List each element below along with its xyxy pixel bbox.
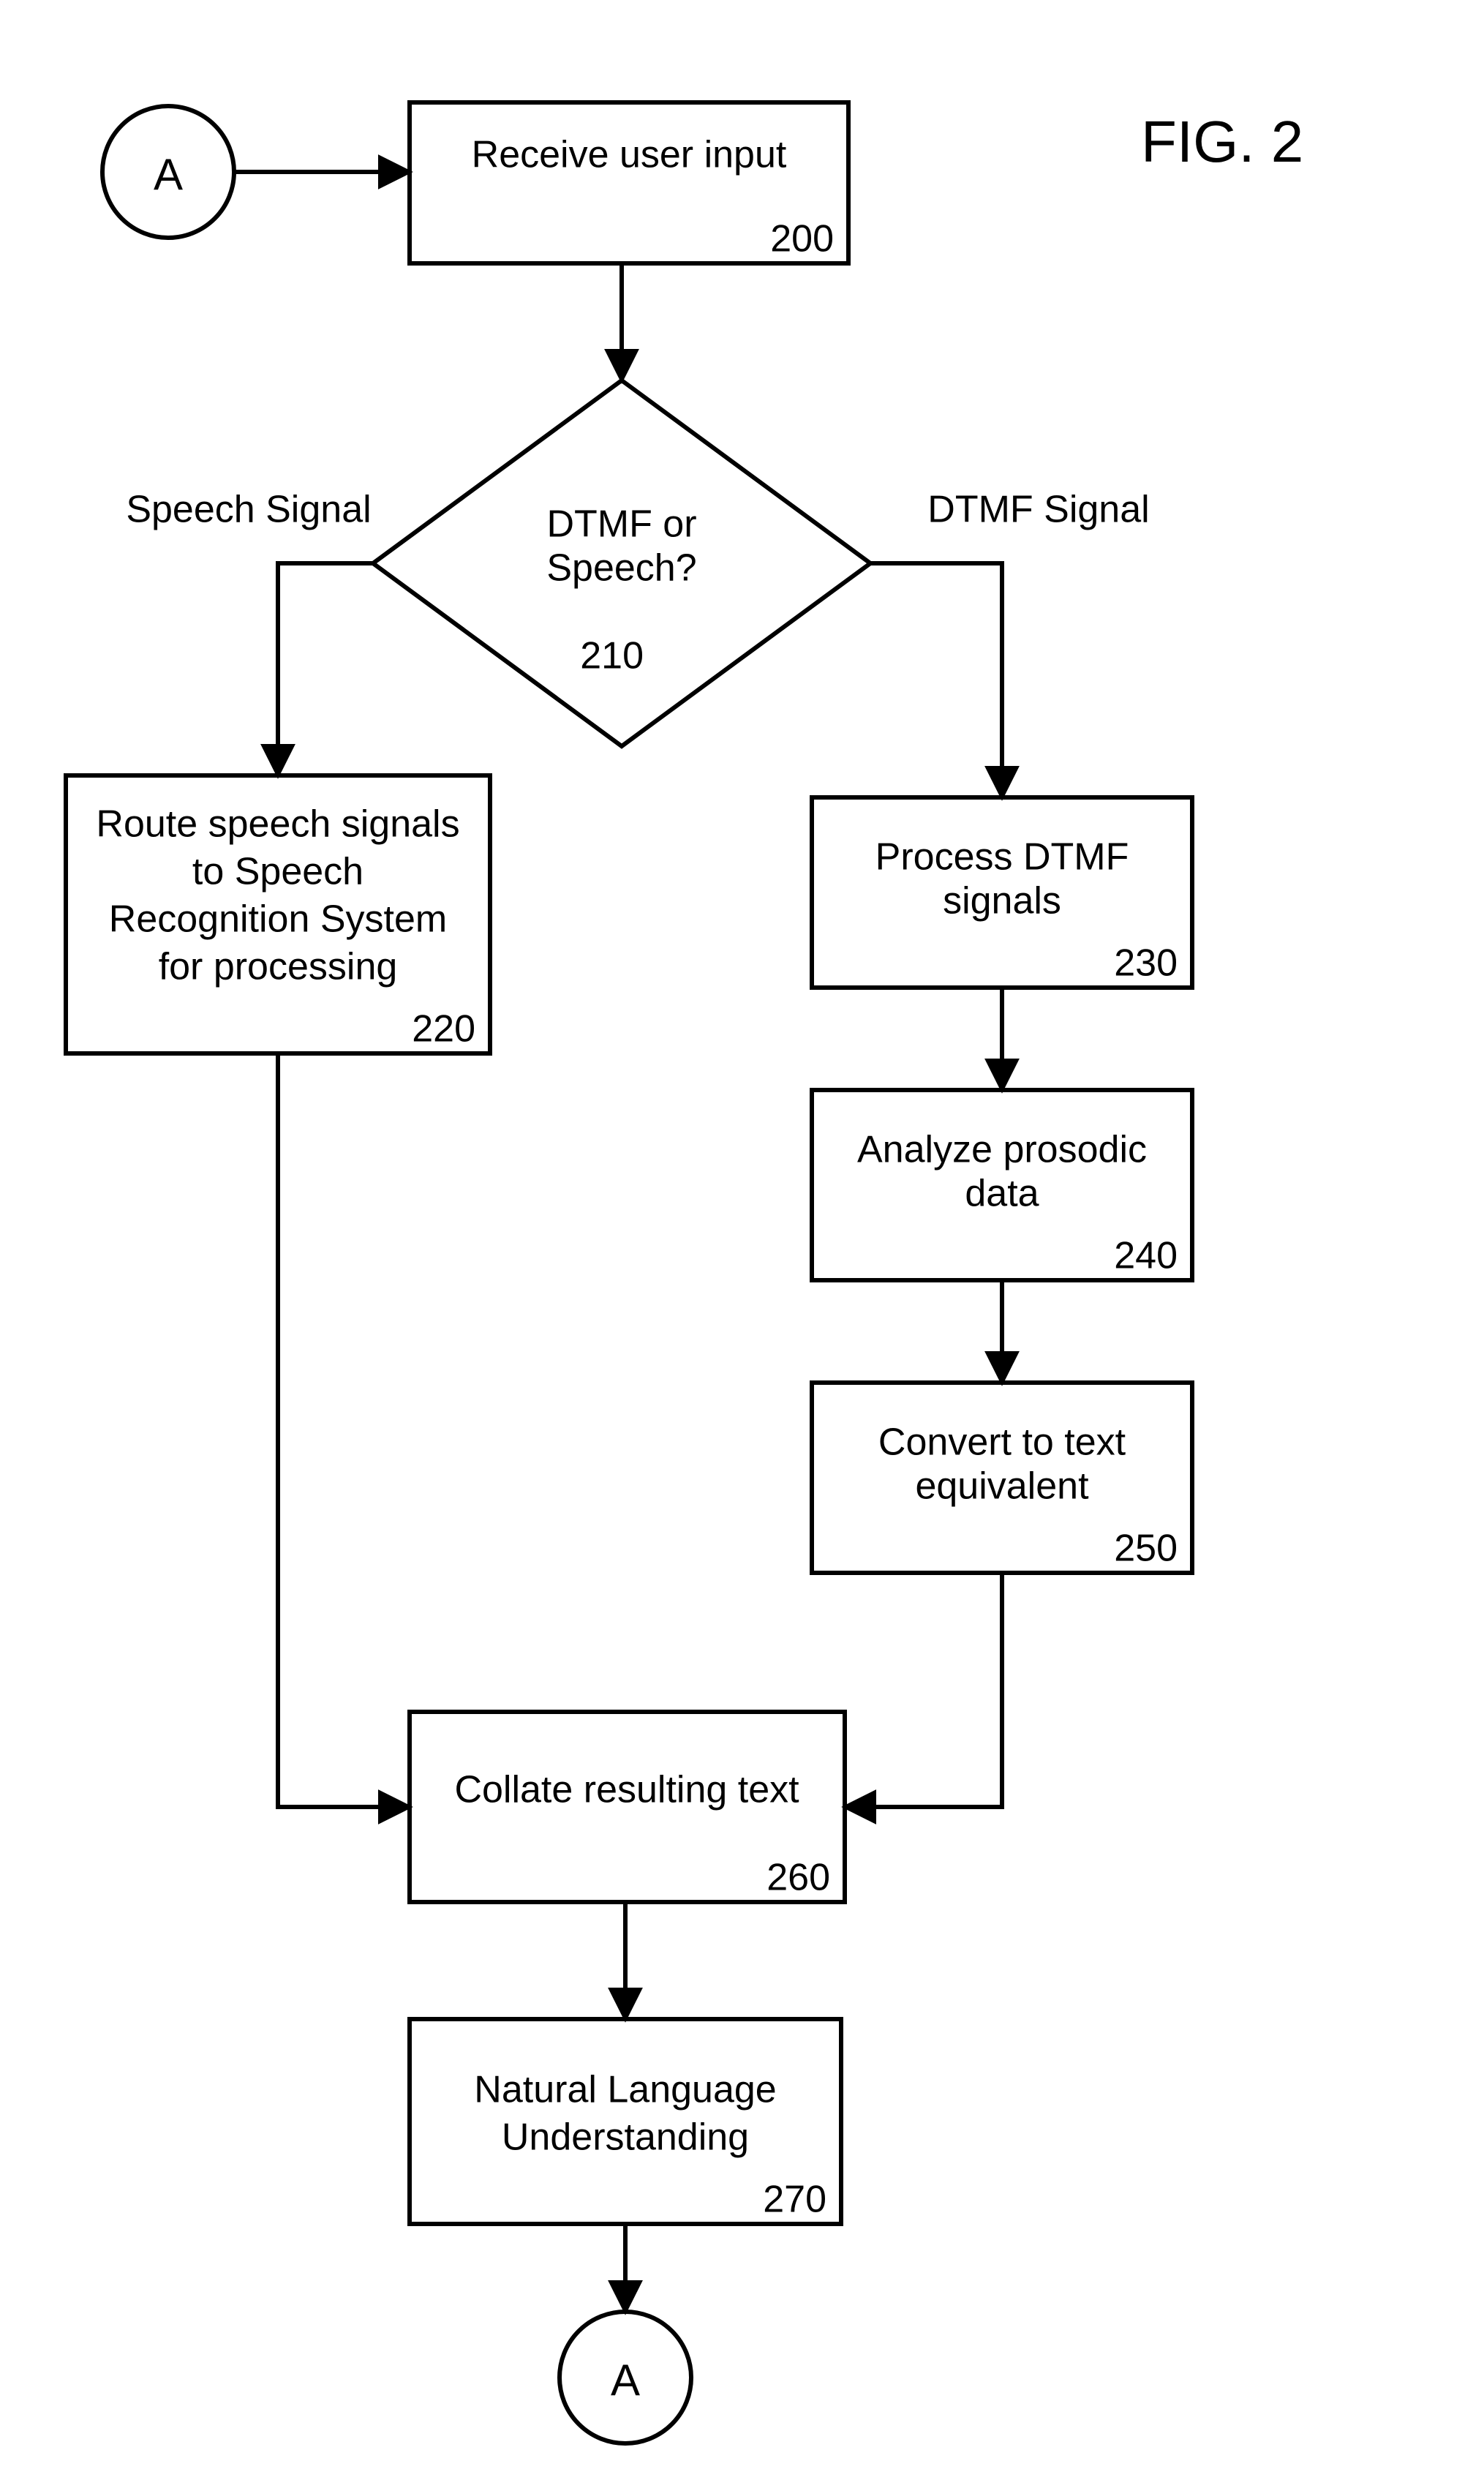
node-200: Receive user input 200 [410, 102, 848, 263]
node-270-line1: Natural Language [474, 2069, 776, 2111]
edge-220-to-260 [278, 1053, 410, 1807]
node-270: Natural Language Understanding 270 [410, 2019, 841, 2224]
node-260: Collate resulting text 260 [410, 1712, 845, 1902]
node-240: Analyze prosodic data 240 [812, 1090, 1192, 1280]
node-210-line1: DTMF or [546, 503, 696, 546]
node-220-line3: Recognition System [109, 898, 447, 941]
node-230-line2: signals [943, 880, 1061, 922]
node-230-line1: Process DTMF [875, 836, 1129, 879]
node-240-line2: data [965, 1173, 1039, 1215]
node-220-number: 220 [412, 1008, 475, 1051]
node-210: DTMF or Speech? 210 [373, 380, 870, 746]
edge-label-speech: Speech Signal [126, 489, 371, 531]
node-240-number: 240 [1114, 1235, 1178, 1277]
connector-a-top-label: A [154, 150, 183, 199]
node-260-number: 260 [767, 1857, 830, 1899]
node-220: Route speech signals to Speech Recogniti… [66, 775, 490, 1053]
node-260-line1: Collate resulting text [454, 1769, 799, 1811]
node-220-line1: Route speech signals [96, 803, 459, 846]
node-250-number: 250 [1114, 1527, 1178, 1570]
node-230: Process DTMF signals 230 [812, 797, 1192, 988]
node-250: Convert to text equivalent 250 [812, 1383, 1192, 1573]
node-230-number: 230 [1114, 942, 1178, 985]
edge-250-to-260 [845, 1573, 1002, 1807]
connector-a-top: A [102, 106, 234, 238]
node-250-line2: equivalent [915, 1465, 1089, 1508]
node-240-line1: Analyze prosodic [857, 1129, 1147, 1171]
node-270-line2: Understanding [502, 2116, 749, 2159]
figure-title: FIG. 2 [1141, 109, 1303, 174]
connector-a-bottom-label: A [611, 2356, 640, 2405]
node-210-line2: Speech? [546, 547, 696, 590]
node-220-line4: for processing [159, 946, 398, 988]
edge-210-to-230 [870, 563, 1002, 797]
node-200-number: 200 [770, 218, 834, 260]
node-270-number: 270 [763, 2179, 826, 2221]
node-220-line2: to Speech [192, 851, 364, 893]
edge-210-to-220 [278, 563, 373, 775]
node-200-line1: Receive user input [472, 134, 787, 176]
connector-a-bottom: A [560, 2312, 691, 2443]
node-250-line1: Convert to text [878, 1421, 1126, 1464]
edge-label-dtmf: DTMF Signal [927, 489, 1149, 531]
node-210-number: 210 [580, 635, 644, 677]
